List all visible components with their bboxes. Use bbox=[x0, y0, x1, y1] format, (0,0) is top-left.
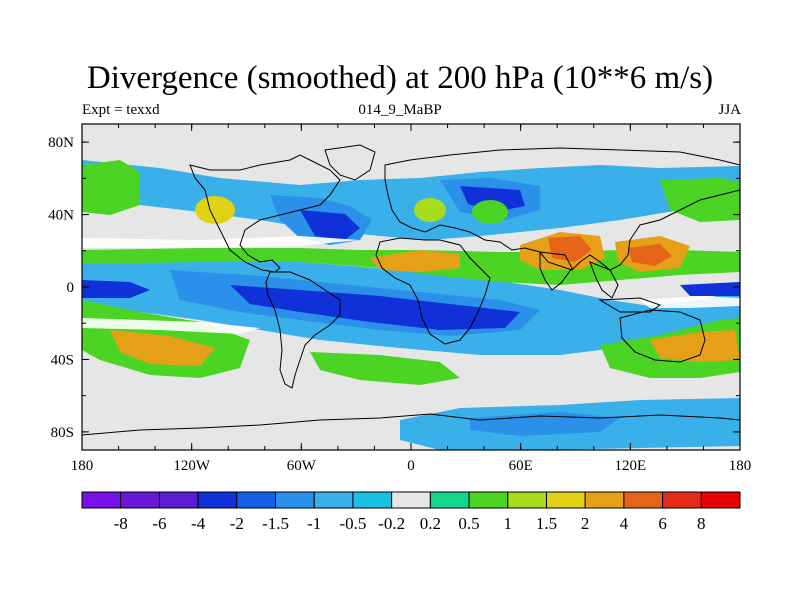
colorbar-box-13 bbox=[584, 491, 625, 509]
colorbar-label: -6 bbox=[152, 514, 166, 533]
colorbar-label: -1.5 bbox=[262, 514, 289, 533]
field-south-asia-red bbox=[548, 236, 592, 262]
coastline-southeast-asia bbox=[589, 261, 619, 299]
field-white-gap-north bbox=[82, 236, 360, 248]
colorbar-label: -8 bbox=[114, 514, 128, 533]
colorbar-box-15 bbox=[662, 491, 702, 509]
season-label: JJA bbox=[718, 102, 741, 118]
field-north-atlantic-strong bbox=[300, 210, 360, 240]
x-tick-label: 60E bbox=[509, 458, 533, 474]
colorbar-box-5 bbox=[275, 491, 315, 509]
colorbar-box-11 bbox=[507, 491, 547, 509]
field-south-indian-orange bbox=[650, 330, 740, 362]
colorbar-box-6 bbox=[313, 491, 354, 509]
field-tropical-atlantic-orange bbox=[370, 250, 460, 272]
field-ring-north-pacific bbox=[195, 196, 235, 224]
y-tick-label: 80N bbox=[48, 135, 74, 151]
field-midlat-north-negative bbox=[82, 160, 740, 240]
colorbar-box-3 bbox=[197, 491, 238, 509]
field-ring-europe bbox=[414, 198, 446, 222]
colorbar-label: 6 bbox=[658, 514, 667, 533]
colorbar-box-9 bbox=[429, 491, 470, 509]
coastline-south-america bbox=[265, 271, 341, 389]
colorbar-label: 8 bbox=[697, 514, 706, 533]
field-ring-central-asia bbox=[472, 200, 508, 224]
axis-labels: 180 120W 60W 0 60E 120E 180 80N 40N 0 40S 80S bbox=[48, 135, 751, 474]
colorbar-label: 0.5 bbox=[458, 514, 479, 533]
colorbar-label: 4 bbox=[620, 514, 629, 533]
coastline-antarctica bbox=[82, 413, 740, 436]
colorbar-box-14 bbox=[623, 491, 664, 509]
coastline-australia bbox=[619, 309, 706, 363]
case-label: 014_9_MaBP bbox=[358, 102, 442, 118]
colorbar-boxes bbox=[81, 491, 741, 509]
continent-outlines bbox=[82, 144, 740, 436]
y-tick-label: 40S bbox=[51, 352, 74, 368]
colorbar-box-1 bbox=[120, 491, 160, 509]
field-north-midlat-green bbox=[82, 160, 140, 215]
colorbar-label: -0.2 bbox=[378, 514, 405, 533]
colorbar-box-10 bbox=[468, 491, 509, 509]
colorbar-box-0 bbox=[81, 491, 122, 509]
y-tick-label: 40N bbox=[48, 208, 74, 224]
colorbar-label: 0.2 bbox=[420, 514, 441, 533]
field-east-pacific-strong bbox=[680, 282, 740, 296]
y-tick-label: 80S bbox=[51, 425, 74, 441]
coastline-eurasia bbox=[384, 147, 740, 271]
colorbar-box-16 bbox=[700, 491, 741, 509]
colorbar-box-7 bbox=[352, 491, 393, 509]
colorbar: -8 -6 -4 -2 -1.5 -1 -0.5 -0.2 0.2 0.5 1 1.5 2 4 6 8 bbox=[81, 491, 741, 533]
colorbar-label: -2 bbox=[230, 514, 244, 533]
colorbar-labels: -8 -6 -4 -2 -1.5 -1 -0.5 -0.2 0.2 0.5 1 1.5 2 4 6 8 bbox=[114, 514, 706, 533]
colorbar-label: 2 bbox=[581, 514, 590, 533]
experiment-label: Expt = texxd bbox=[82, 102, 160, 118]
field-south-pacific-orange bbox=[110, 330, 215, 366]
x-tick-label: 120W bbox=[173, 458, 211, 474]
coastline-africa bbox=[375, 237, 491, 345]
field-tropical-south-strong bbox=[230, 285, 520, 330]
field-white-gap-east bbox=[640, 296, 740, 308]
map-panel: 180 120W 60W 0 60E 120E 180 80N 40N 0 40S 80S bbox=[48, 123, 751, 474]
map-title: Divergence (smoothed) at 200 hPa (10**6 … bbox=[86, 60, 714, 96]
field-west-pacific-red bbox=[628, 244, 672, 266]
colorbar-box-4 bbox=[236, 491, 277, 509]
coastline-north-america bbox=[189, 154, 341, 273]
x-tick-label: 180 bbox=[71, 458, 94, 474]
colorbar-label: -4 bbox=[191, 514, 206, 533]
x-tick-label: 120E bbox=[614, 458, 646, 474]
field-white-gap-south bbox=[82, 318, 260, 334]
colorbar-box-2 bbox=[158, 491, 199, 509]
field-south-atlantic-green bbox=[310, 352, 460, 385]
colorbar-label: 1 bbox=[504, 514, 513, 533]
divergence-field bbox=[82, 160, 740, 450]
x-tick-label: 180 bbox=[729, 458, 752, 474]
coastline-maritime-continent bbox=[598, 297, 662, 313]
axis-ticks bbox=[81, 124, 741, 450]
coastline-greenland bbox=[324, 144, 376, 181]
colorbar-box-8 bbox=[391, 491, 431, 509]
colorbar-label: -0.5 bbox=[339, 514, 366, 533]
colorbar-label: -1 bbox=[307, 514, 321, 533]
colorbar-label: 1.5 bbox=[536, 514, 557, 533]
x-tick-label: 0 bbox=[407, 458, 415, 474]
y-tick-label: 0 bbox=[67, 280, 75, 296]
field-west-pacific-strong bbox=[82, 280, 150, 298]
coastline-india bbox=[539, 251, 573, 291]
colorbar-box-12 bbox=[545, 491, 586, 509]
x-tick-label: 60W bbox=[287, 458, 317, 474]
